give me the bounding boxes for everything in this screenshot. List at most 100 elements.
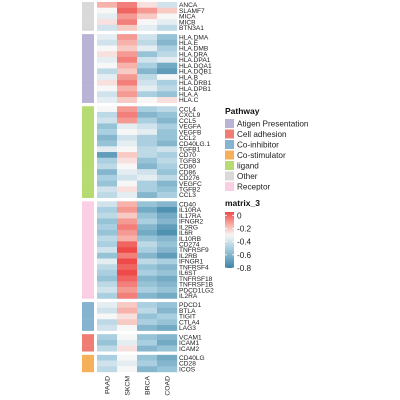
heat-cell-ccl3-paad — [97, 192, 118, 199]
gene-label: ANCA — [179, 2, 198, 9]
heat-cell-vegfa-skcm — [117, 123, 138, 130]
annotation-cell-vcam1 — [82, 334, 94, 341]
heat-cell-ccl5-brca — [137, 117, 158, 124]
heat-cell-tgfb2-skcm — [117, 186, 138, 193]
annotation-cell-hla-dqb1 — [82, 68, 94, 75]
heat-cell-tgfb1-paad — [97, 146, 118, 153]
annotation-cell-il2ra — [82, 292, 94, 299]
heat-cell-icos-skcm — [117, 366, 138, 373]
gene-label: CTLA4 — [179, 319, 200, 326]
heat-cell-vegfb-skcm — [117, 129, 138, 136]
heat-cell-hla-dpb1-coad — [157, 85, 178, 92]
annotation-cell-icam1 — [82, 339, 94, 346]
heat-cell-ifngr1-paad — [97, 258, 118, 265]
heat-cell-vegfb-brca — [137, 129, 158, 136]
heat-cell-hla-dmb-brca — [137, 45, 158, 52]
heat-cell-tigit-brca — [137, 313, 158, 320]
color-scale-title: matrix_3 — [225, 198, 260, 208]
gene-label: IL6ST — [179, 270, 197, 277]
heat-cell-hla-dmb-skcm — [117, 45, 138, 52]
heat-cell-il17ra-paad — [97, 212, 118, 219]
legend-label: ligand — [237, 162, 259, 171]
gene-label: VEGFC — [179, 181, 202, 188]
heat-cell-icam2-skcm — [117, 345, 138, 352]
legend-label: Receptor — [237, 183, 270, 192]
gene-label: VCAM1 — [179, 334, 202, 341]
heat-cell-cd274-coad — [157, 241, 178, 248]
gene-label: ICAM1 — [179, 340, 199, 347]
gene-label: CD80 — [179, 164, 196, 171]
heat-cell-cd276-brca — [137, 174, 158, 181]
column-label-coad: COAD — [165, 376, 172, 396]
heat-cell-hla-dpb1-paad — [97, 85, 118, 92]
heat-cell-tgfb1-skcm — [117, 146, 138, 153]
heat-cell-hla-e-coad — [157, 39, 178, 46]
heat-cell-tgfb3-brca — [137, 157, 158, 164]
annotation-cell-tgfb3 — [82, 157, 94, 164]
heat-cell-cd70-skcm — [117, 152, 138, 158]
heat-cell-icam1-skcm — [117, 339, 138, 346]
annotation-cell-tnfrsf9 — [82, 247, 94, 253]
gene-label: IL2RA — [179, 293, 198, 300]
heat-cell-hla-e-brca — [137, 39, 158, 46]
heat-cell-hla-dpb1-skcm — [117, 85, 138, 92]
gene-label: IL10RA — [179, 207, 202, 214]
heat-cell-cd70-paad — [97, 152, 118, 158]
gene-label: CD40LG — [179, 355, 205, 362]
heat-cell-micb-coad — [157, 19, 178, 26]
legend-swatch-co-stimulator — [225, 150, 234, 160]
heat-cell-cxcl9-brca — [137, 111, 158, 118]
heat-cell-btn3a1-brca — [137, 24, 158, 31]
annotation-cell-slamf7 — [82, 7, 94, 14]
heat-cell-cd40lg-coad — [157, 354, 178, 361]
heat-cell-tnfrsf1b-skcm — [117, 281, 138, 288]
gene-label: IL2RB — [179, 253, 198, 260]
heat-cell-btn3a1-coad — [157, 24, 178, 31]
annotation-cell-il17ra — [82, 212, 94, 219]
heat-cell-il10ra-paad — [97, 207, 118, 213]
heat-cell-vegfc-skcm — [117, 180, 138, 187]
heat-cell-hla-a-skcm — [117, 91, 138, 98]
heat-cell-slamf7-brca — [137, 7, 158, 14]
heat-cell-ifngr2-skcm — [117, 218, 138, 225]
heat-cell-il17ra-coad — [157, 212, 178, 219]
annotation-cell-hla-drb1 — [82, 79, 94, 86]
heat-cell-ifngr1-skcm — [117, 258, 138, 265]
heat-cell-hla-dma-brca — [137, 34, 158, 41]
heat-cell-il6r-coad — [157, 229, 178, 236]
gene-label: HLA.E — [179, 40, 199, 47]
heat-cell-hla-dqb1-coad — [157, 68, 178, 75]
gene-label: HLA.B — [179, 74, 199, 81]
heat-cell-hla-dqa1-paad — [97, 62, 118, 69]
heat-cell-tnfrsf9-skcm — [117, 247, 138, 253]
annotation-cell-vegfc — [82, 180, 94, 187]
heat-cell-cd70-brca — [137, 152, 158, 158]
heat-cell-ccl2-brca — [137, 134, 158, 141]
heat-cell-cd40-skcm — [117, 201, 138, 208]
heat-cell-il10rb-coad — [157, 235, 178, 242]
heat-cell-mica-brca — [137, 13, 158, 20]
heat-cell-tgfb3-paad — [97, 157, 118, 164]
heat-cell-icos-brca — [137, 366, 158, 373]
heat-cell-pdcd1-coad — [157, 302, 178, 308]
heat-cell-ctla4-paad — [97, 319, 118, 326]
heat-cell-ifngr2-coad — [157, 218, 178, 225]
color-scale-legend: matrix_3 0 -0.2 -0.4 -0.6 -0.8 — [225, 198, 260, 273]
heat-cell-ccl3-skcm — [117, 192, 138, 199]
heat-cell-cd86-skcm — [117, 169, 138, 176]
heat-cell-anca-brca — [137, 2, 158, 8]
heat-cell-cd40lg-1-paad — [97, 140, 118, 147]
annotation-cell-cd276 — [82, 174, 94, 181]
heat-cell-il6st-skcm — [117, 269, 138, 276]
heat-cell-tgfb1-coad — [157, 146, 178, 153]
heat-cell-tgfb1-brca — [137, 146, 158, 153]
heat-cell-icam2-coad — [157, 345, 178, 352]
heat-cell-tnfrsf4-brca — [137, 264, 158, 271]
annotation-cell-tnfrsf4 — [82, 264, 94, 271]
gene-label: SLAMF7 — [179, 8, 205, 15]
color-scale-bar — [225, 212, 234, 268]
heat-cell-icam2-paad — [97, 345, 118, 352]
annotation-cell-pdcd1 — [82, 302, 94, 308]
heat-cell-il2rg-brca — [137, 224, 158, 231]
gene-label: TNFRSF1B — [179, 282, 214, 289]
